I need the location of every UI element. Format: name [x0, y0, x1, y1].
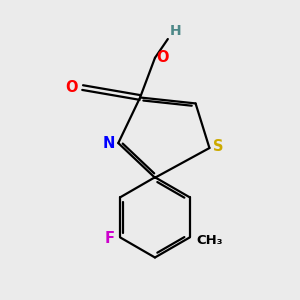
Text: O: O [156, 50, 169, 65]
Text: CH₃: CH₃ [196, 235, 223, 248]
Text: S: S [213, 139, 224, 154]
Text: H: H [169, 24, 181, 38]
Text: N: N [103, 136, 115, 151]
Text: F: F [104, 231, 114, 246]
Text: O: O [66, 80, 78, 95]
